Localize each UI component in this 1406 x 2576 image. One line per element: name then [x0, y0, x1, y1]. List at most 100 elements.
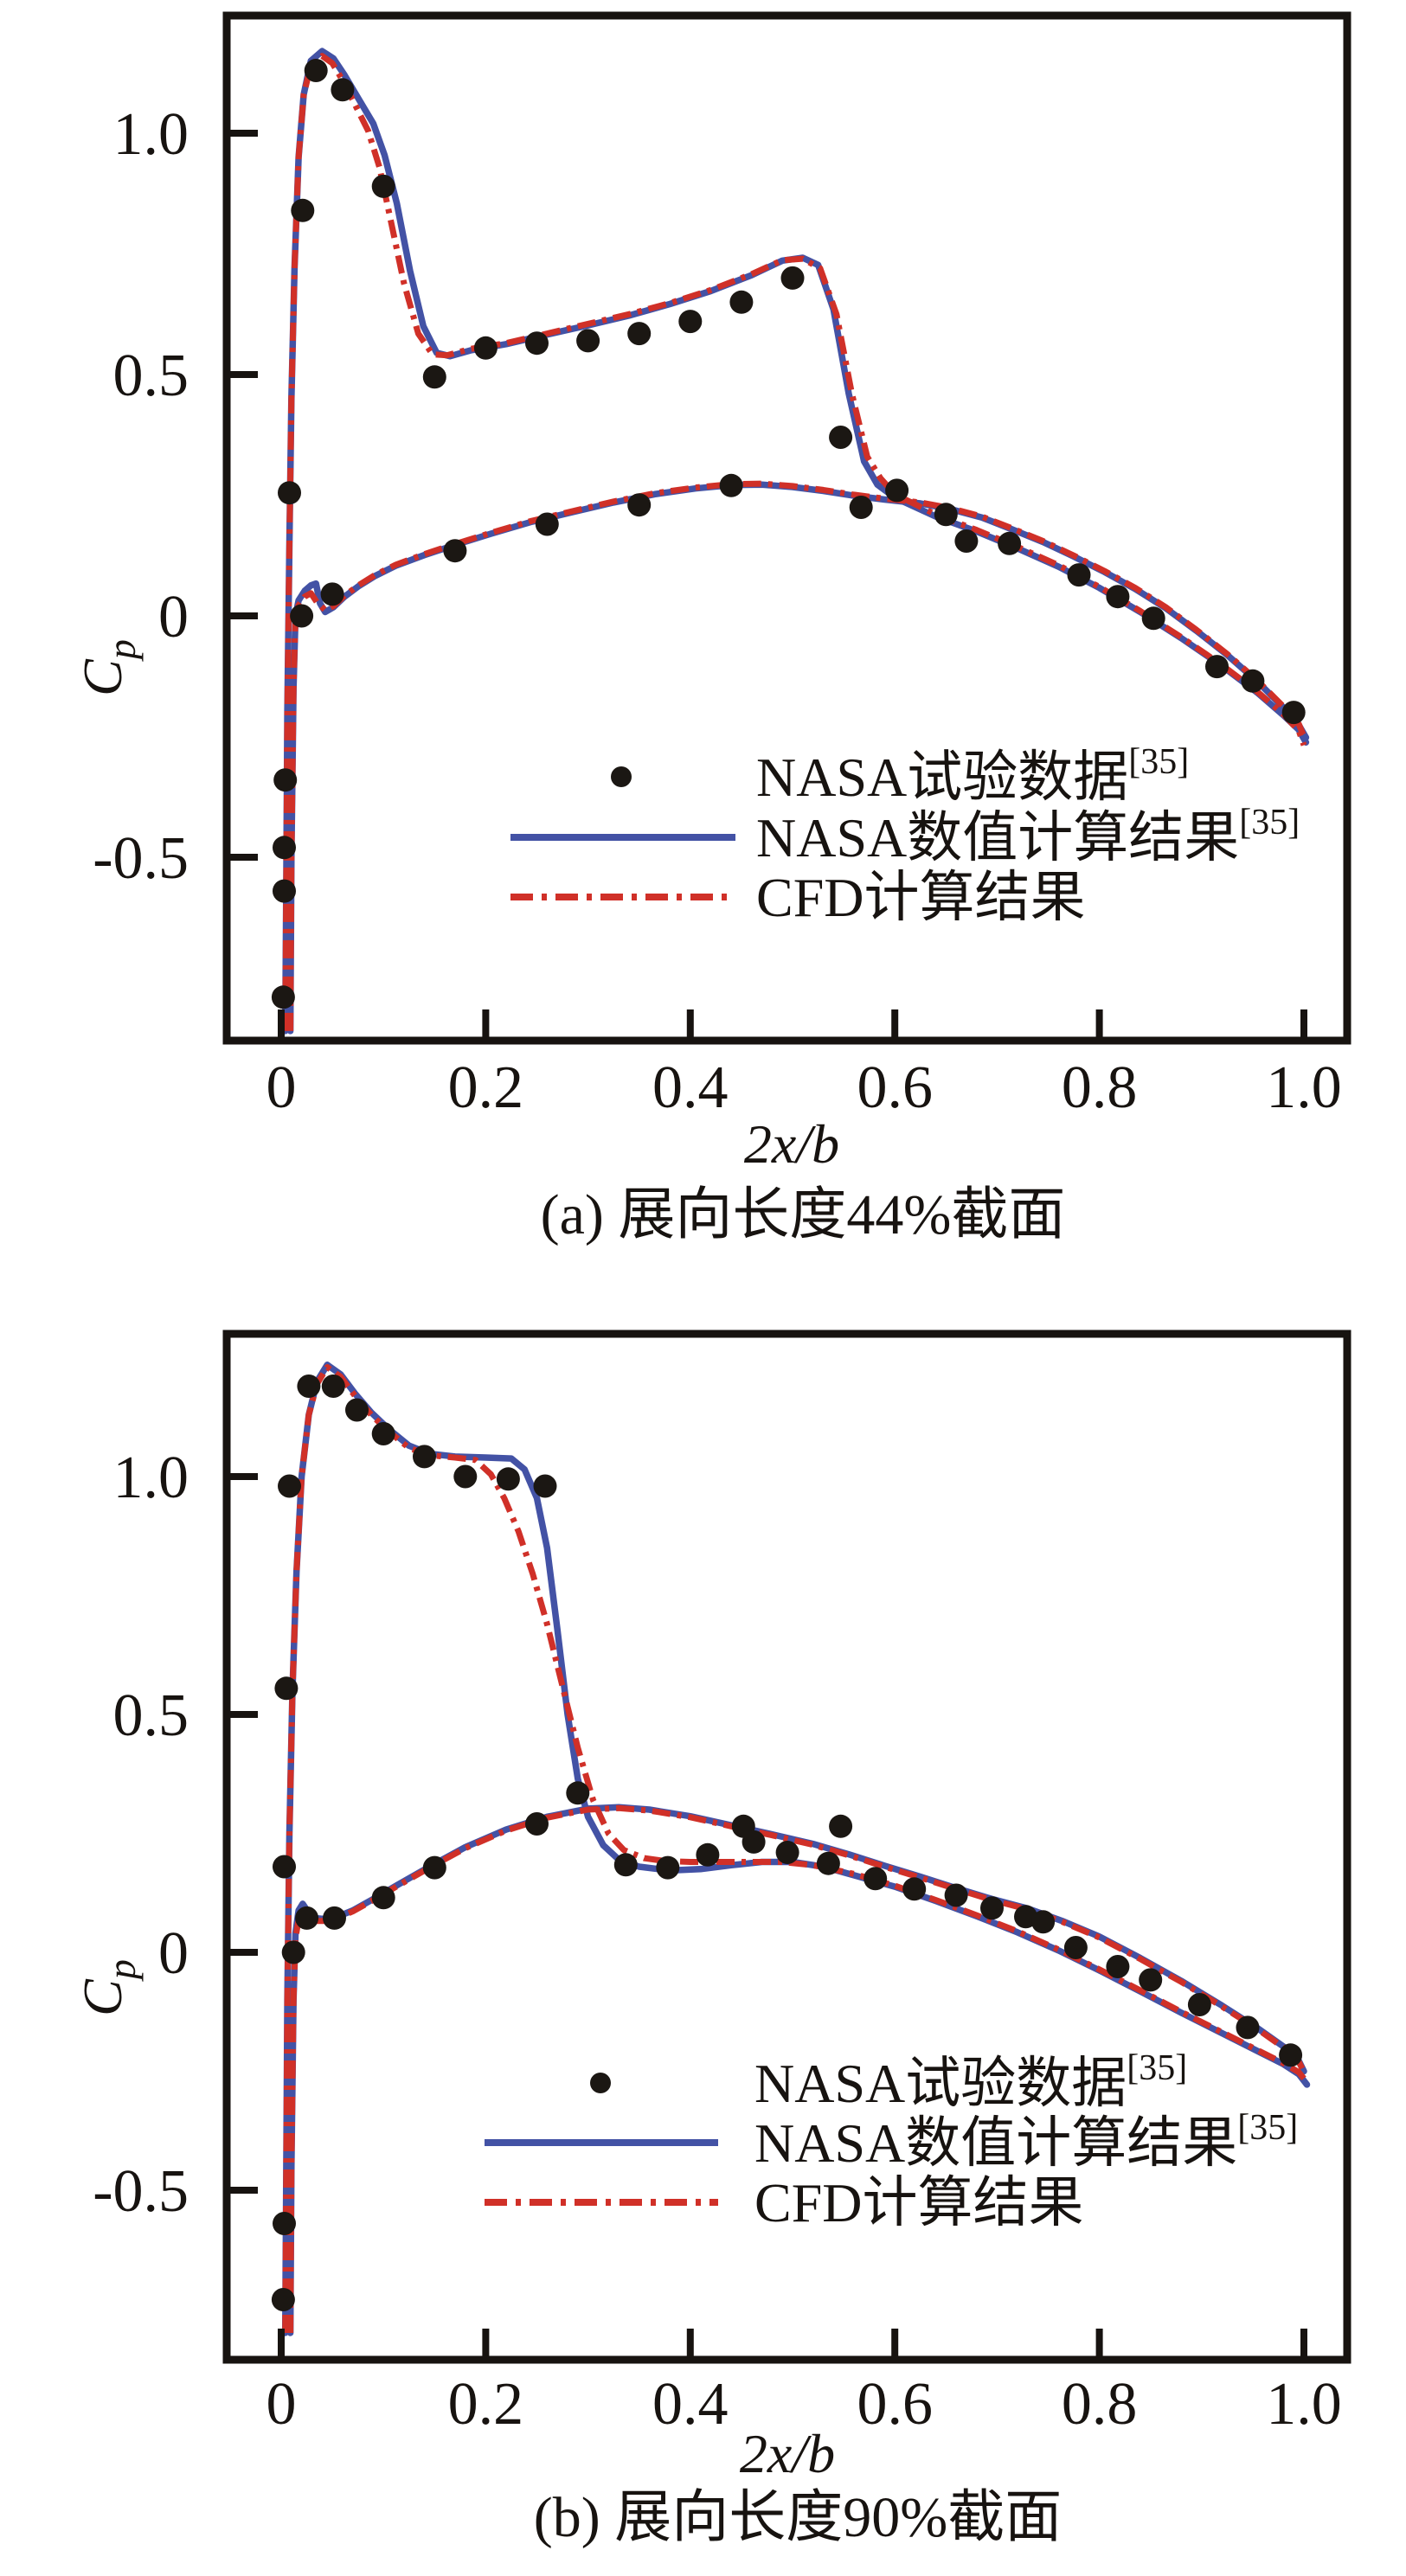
experiment-data-point	[885, 478, 909, 503]
x-tick-label: 0.4	[652, 2371, 729, 2438]
experiment-data-point	[1067, 563, 1091, 587]
experiment-data-point	[323, 1906, 346, 1930]
experiment-data-point	[290, 604, 314, 628]
x-tick-label: 0	[266, 2371, 297, 2438]
experiment-data-point	[627, 322, 652, 346]
x-tick-label: 0.4	[652, 1054, 729, 1121]
x-tick-label: 1.0	[1266, 2371, 1342, 2438]
chart-caption-a: (a) 展向长度44%截面	[541, 1183, 1066, 1246]
experiment-data-point	[902, 1877, 927, 1901]
experiment-data-point	[273, 879, 296, 903]
legend-marker-experiment-dot	[590, 2073, 611, 2093]
experiment-data-point	[273, 2212, 296, 2235]
x-axis-label: 2x/b	[744, 1113, 839, 1175]
chart-caption-b: (b) 展向长度90%截面	[534, 2486, 1062, 2549]
experiment-data-point	[278, 481, 301, 505]
experiment-data-point	[864, 1867, 888, 1891]
x-tick-label: 0.6	[857, 1054, 933, 1121]
experiment-data-point	[934, 503, 958, 527]
experiment-data-point	[453, 1464, 478, 1489]
y-tick-label: -0.5	[93, 825, 189, 892]
experiment-data-point	[849, 496, 873, 519]
experiment-data-point	[1241, 669, 1265, 693]
experiment-data-point	[533, 1474, 557, 1498]
y-tick-label: 1.0	[113, 1445, 189, 1511]
experiment-data-point	[1031, 1910, 1056, 1934]
experiment-data-point	[613, 1853, 638, 1877]
experiment-data-point	[944, 1883, 968, 1907]
experiment-data-point	[1236, 2015, 1260, 2040]
x-tick-label: 0	[266, 1054, 297, 1121]
plot-frame-a	[222, 11, 1351, 1045]
experiment-data-point	[273, 836, 296, 860]
experiment-data-point	[413, 1445, 436, 1469]
experiment-data-point	[371, 174, 395, 198]
experiment-data-point	[816, 1851, 840, 1875]
experiment-data-point	[274, 1676, 299, 1701]
experiment-data-point	[422, 1855, 446, 1880]
experiment-data-point	[496, 1467, 520, 1491]
y-tick-label: 0.5	[113, 1682, 189, 1749]
experiment-data-point	[281, 1940, 305, 1964]
experiment-data-point	[678, 310, 703, 334]
experiment-data-point	[954, 529, 979, 553]
experiment-data-point	[1187, 1993, 1211, 2016]
experiment-data-point	[829, 426, 853, 449]
experiment-data-point	[1106, 1955, 1130, 1978]
y-tick-label: 0.5	[113, 343, 189, 409]
experiment-data-point	[729, 290, 754, 314]
x-tick-label: 0.2	[448, 2371, 524, 2438]
plot-frame-b	[222, 1330, 1351, 2364]
legend-label-nasa: NASA数值计算结果[35]	[754, 2108, 1298, 2174]
experiment-data-point	[371, 1886, 395, 1910]
experiment-data-point	[775, 1841, 799, 1864]
experiment-data-point	[1205, 655, 1229, 679]
experiment-data-point	[1281, 701, 1306, 725]
legend-label-nasa: NASA数值计算结果[35]	[756, 803, 1300, 868]
experiment-data-point	[576, 329, 600, 353]
legend-marker-experiment-dot	[611, 766, 632, 787]
experiment-data-point	[304, 59, 328, 82]
experiment-data-point	[321, 1375, 345, 1398]
y-tick-label: 1.0	[113, 101, 189, 168]
experiment-data-point	[271, 985, 295, 1009]
experiment-data-point	[320, 582, 344, 606]
legend-label-cfd: CFD计算结果	[756, 867, 1086, 928]
cfd-line-lower-surface-a	[287, 480, 1307, 1031]
y-tick-label: 0	[158, 584, 189, 650]
experiment-data-point	[271, 2288, 295, 2311]
experiment-data-point	[1139, 1968, 1163, 1992]
experiment-data-point	[273, 768, 298, 792]
experiment-data-point	[278, 1474, 301, 1498]
experiment-data-point	[345, 1398, 369, 1422]
experiment-data-point	[371, 1422, 395, 1445]
x-tick-label: 0.8	[1062, 2371, 1138, 2438]
experiment-data-point	[627, 493, 652, 517]
experiment-data-point	[980, 1896, 1004, 1920]
y-tick-label: -0.5	[93, 2158, 189, 2225]
experiment-data-point	[473, 336, 498, 360]
legend-label-cfd: CFD计算结果	[754, 2172, 1084, 2233]
experiment-data-point	[525, 1812, 549, 1836]
experiment-data-point	[696, 1842, 720, 1867]
experiment-data-point	[297, 1375, 321, 1398]
experiment-data-point	[291, 198, 315, 222]
experiment-data-point	[535, 512, 559, 536]
experiment-data-point	[742, 1829, 766, 1854]
experiment-data-point	[656, 1855, 680, 1880]
experiment-data-point	[1141, 606, 1165, 631]
experiment-data-point	[331, 78, 355, 102]
experiment-data-point	[1106, 585, 1130, 609]
experiment-data-point	[780, 266, 805, 290]
legend-label-experiment: NASA试验数据[35]	[754, 2048, 1187, 2114]
experiment-data-point	[443, 539, 467, 563]
legend-label-experiment: NASA试验数据[35]	[756, 742, 1189, 808]
x-tick-label: 1.0	[1266, 1054, 1342, 1121]
experiment-data-point	[422, 365, 446, 389]
x-tick-label: 0.8	[1062, 1054, 1138, 1121]
experiment-data-point	[295, 1906, 319, 1930]
x-tick-label: 0.6	[857, 2371, 933, 2438]
y-tick-label: 0	[158, 1920, 189, 1987]
